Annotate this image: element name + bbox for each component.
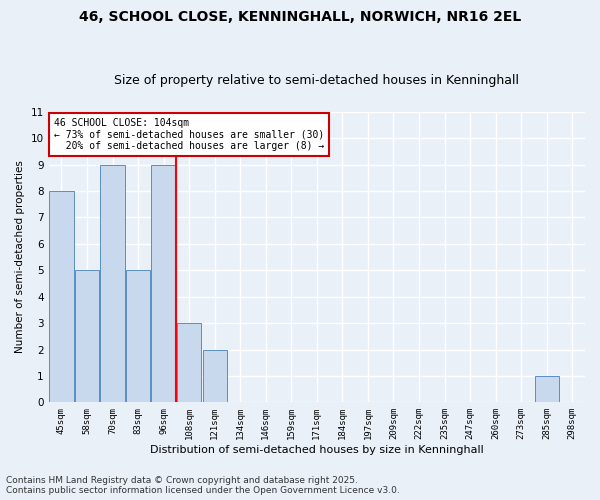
Bar bbox=[75, 270, 99, 402]
Bar bbox=[203, 350, 227, 403]
Title: Size of property relative to semi-detached houses in Kenninghall: Size of property relative to semi-detach… bbox=[115, 74, 520, 87]
Bar bbox=[100, 164, 125, 402]
Bar bbox=[151, 164, 176, 402]
Bar bbox=[126, 270, 150, 402]
Text: 46 SCHOOL CLOSE: 104sqm
← 73% of semi-detached houses are smaller (30)
  20% of : 46 SCHOOL CLOSE: 104sqm ← 73% of semi-de… bbox=[54, 118, 324, 151]
Y-axis label: Number of semi-detached properties: Number of semi-detached properties bbox=[15, 160, 25, 354]
Bar bbox=[49, 191, 74, 402]
X-axis label: Distribution of semi-detached houses by size in Kenninghall: Distribution of semi-detached houses by … bbox=[150, 445, 484, 455]
Text: 46, SCHOOL CLOSE, KENNINGHALL, NORWICH, NR16 2EL: 46, SCHOOL CLOSE, KENNINGHALL, NORWICH, … bbox=[79, 10, 521, 24]
Bar bbox=[535, 376, 559, 402]
Text: Contains HM Land Registry data © Crown copyright and database right 2025.
Contai: Contains HM Land Registry data © Crown c… bbox=[6, 476, 400, 495]
Bar bbox=[177, 323, 201, 402]
